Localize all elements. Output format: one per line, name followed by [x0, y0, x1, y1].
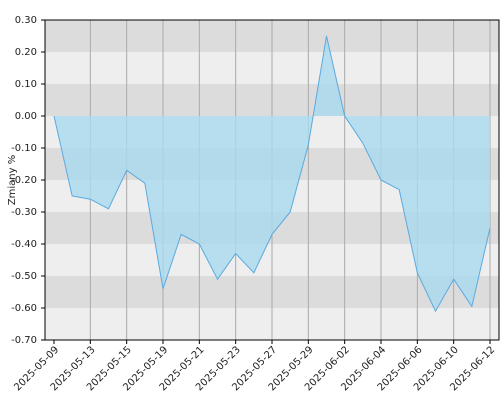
y-tick-label: 0.20 [15, 47, 37, 58]
y-axis-label: Zmiany % [7, 155, 18, 205]
y-tick-label: 0.30 [15, 15, 37, 26]
y-tick-label: -0.70 [11, 335, 37, 346]
y-tick-label: -0.10 [11, 143, 37, 154]
y-tick-label: -0.20 [11, 175, 37, 186]
area [54, 36, 490, 312]
y-tick-label: -0.40 [11, 239, 37, 250]
plot-frame [44, 19, 500, 341]
y-tick-label: 0.00 [15, 111, 37, 122]
y-tick-label: -0.60 [11, 303, 37, 314]
y-tick-label: -0.50 [11, 271, 37, 282]
y-tick-label: 0.10 [15, 79, 37, 90]
y-tick-label: -0.30 [11, 207, 37, 218]
line [53, 35, 491, 313]
